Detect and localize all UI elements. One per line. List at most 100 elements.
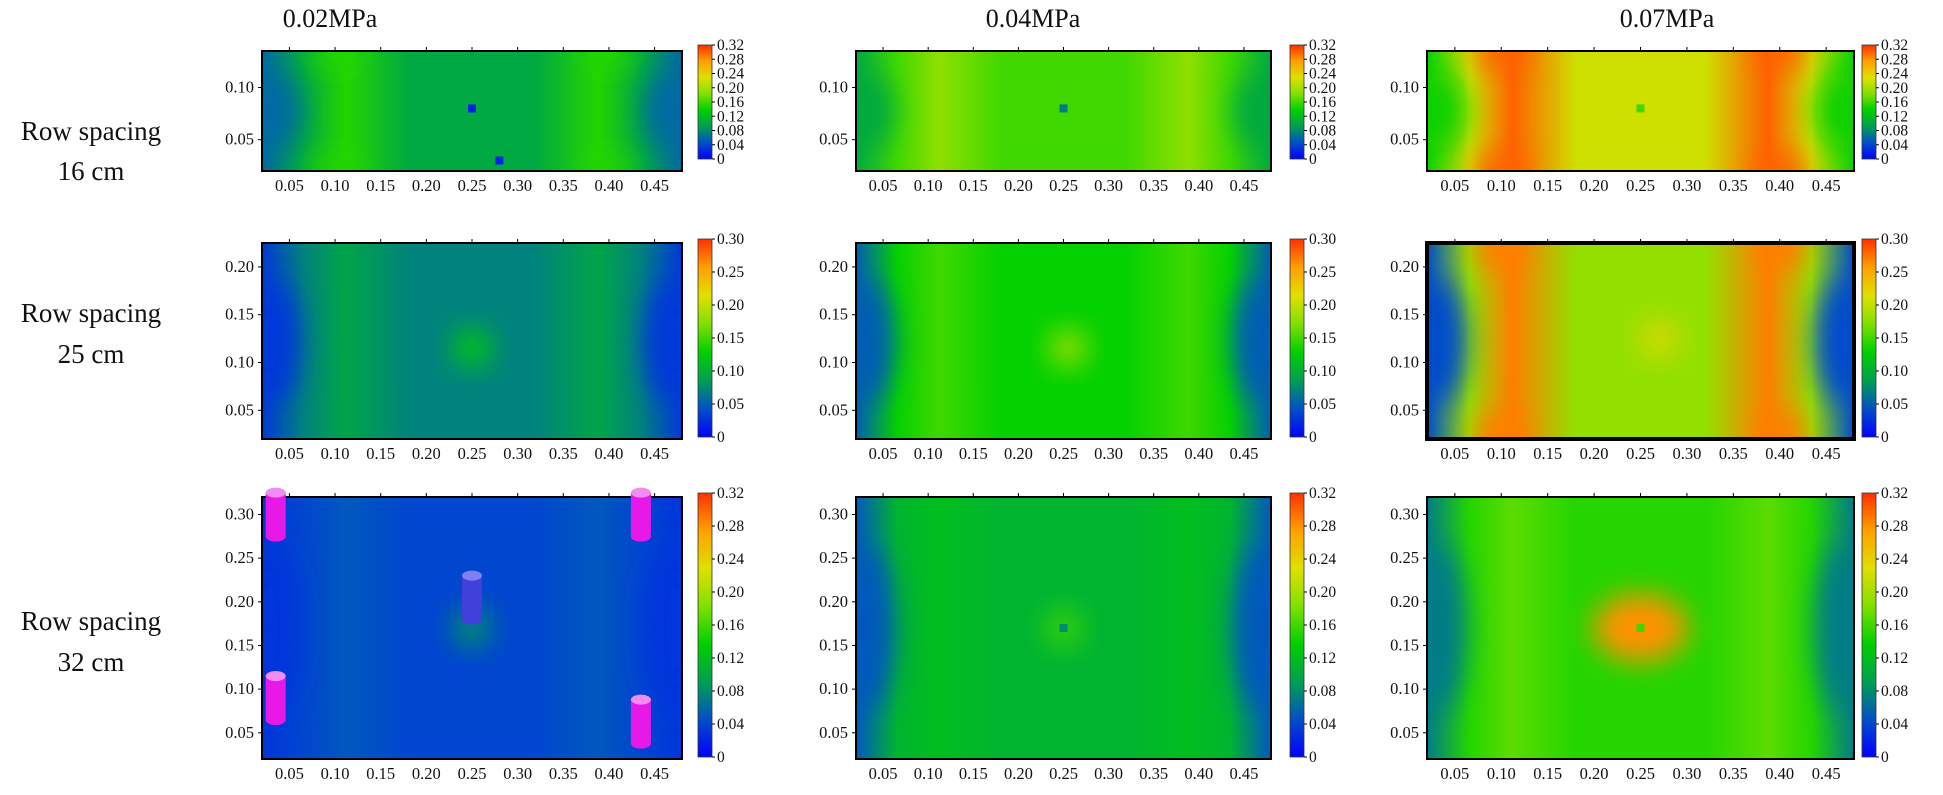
colorbar-tick-label: 0.16	[717, 617, 744, 634]
y-tick-label: 0.10	[1390, 353, 1419, 372]
heatmap-low-lobe	[856, 72, 894, 150]
colorbar-tick-label: 0.30	[1309, 231, 1336, 248]
heatmap-low-lobe	[1427, 544, 1465, 712]
y-tick-label: 0.10	[819, 78, 848, 97]
colorbar-tick-label: 0	[1309, 151, 1317, 168]
x-tick-label: 0.35	[1139, 764, 1168, 783]
x-tick-label: 0.45	[640, 444, 669, 463]
x-tick-label: 0.15	[1533, 764, 1562, 783]
cylinder-top	[265, 671, 286, 682]
colorbar	[1289, 492, 1305, 758]
cylinder-base	[265, 531, 286, 542]
x-tick-label: 0.40	[1765, 764, 1794, 783]
x-tick-label: 0.35	[1719, 176, 1748, 195]
colorbar-tick-label: 0.32	[1881, 37, 1908, 54]
heatmap-low-lobe	[644, 72, 682, 150]
x-tick-label: 0.40	[1765, 176, 1794, 195]
x-tick-label: 0.45	[1812, 444, 1841, 463]
y-tick-label: 0.30	[819, 504, 848, 523]
colorbar-tick-label: 0.16	[1881, 94, 1908, 111]
heatmap-panel: 0.05 0.10 0.15 0.20 0.25 0.30 0.35 0.40 0.45 0.05…	[819, 37, 1336, 195]
colorbar-tick-label: 0	[717, 429, 725, 446]
heatmap-peak-blob	[1475, 407, 1527, 439]
colorbar-tick-label: 0.04	[1309, 137, 1336, 154]
y-tick-label: 0.10	[225, 679, 254, 698]
heatmap-peak-blob	[1754, 51, 1806, 71]
cylinder-top	[630, 694, 651, 705]
y-tick-label: 0.10	[819, 679, 848, 698]
colorbar-tick-label: 0.24	[1881, 66, 1908, 83]
x-tick-label: 0.30	[503, 444, 532, 463]
colorbar	[1289, 44, 1305, 160]
colorbar-tick-label: 0.20	[1309, 297, 1336, 314]
heatmap-low-lobe	[1816, 544, 1854, 712]
cylinder-body	[630, 492, 651, 537]
heatmap-low-lobe	[1233, 278, 1271, 404]
column-title-0-07mpa: 0.07MPa	[1620, 4, 1715, 33]
cylinder-base	[265, 715, 286, 726]
colorbar-tick-label: 0.20	[717, 584, 744, 601]
cylinder-base	[630, 531, 651, 542]
x-tick-label: 0.10	[914, 444, 943, 463]
colorbar-tick-label: 0.16	[1309, 94, 1336, 111]
colorbar-tick-label: 0.20	[717, 80, 744, 97]
x-tick-label: 0.20	[412, 176, 441, 195]
colorbar-tick-label: 0.30	[717, 231, 744, 248]
heatmap-emitter-cell	[1636, 104, 1645, 113]
column-title-0-04mpa: 0.04MPa	[986, 4, 1081, 33]
x-tick-label: 0.35	[1719, 764, 1748, 783]
emitter-cylinder-center-icon	[462, 570, 482, 625]
colorbar-tick-label: 0.04	[1881, 137, 1908, 154]
heatmap-panel: 0.05 0.10 0.15 0.20 0.25 0.30 0.35 0.40 0.45 0.05…	[1390, 231, 1908, 463]
heatmap-panels: 0.05 0.10 0.15 0.20 0.25 0.30 0.35 0.40 0.45 0.05…	[225, 37, 1908, 783]
colorbar-tick-label: 0.25	[1881, 264, 1908, 281]
colorbar-tick-label: 0.20	[1309, 80, 1336, 97]
colorbar-tick-label: 0.32	[1881, 485, 1908, 502]
x-tick-label: 0.05	[869, 444, 898, 463]
heatmap-low-lobe	[1427, 278, 1465, 404]
heatmap-peak-blob	[1475, 151, 1527, 171]
heatmap-low-lobe	[644, 278, 682, 404]
x-tick-label: 0.45	[1229, 444, 1258, 463]
y-tick-label: 0.20	[819, 592, 848, 611]
colorbar-tick-label: 0	[1881, 151, 1889, 168]
x-tick-label: 0.05	[275, 764, 304, 783]
row-label-32cm-line1: Row spacing	[21, 606, 161, 636]
colorbar	[697, 44, 713, 160]
x-tick-label: 0.20	[412, 764, 441, 783]
y-tick-label: 0.30	[1390, 504, 1419, 523]
heatmap-peak-blob	[1754, 151, 1806, 171]
x-tick-label: 0.30	[1094, 176, 1123, 195]
x-tick-label: 0.20	[1580, 176, 1609, 195]
x-tick-label: 0.10	[914, 764, 943, 783]
x-tick-label: 0.15	[959, 176, 988, 195]
colorbar-tick-label: 0.15	[717, 330, 744, 347]
colorbar-tick-label: 0.28	[717, 518, 744, 535]
colorbar-tick-label: 0.04	[717, 716, 744, 733]
x-tick-label: 0.25	[1049, 176, 1078, 195]
y-tick-label: 0.10	[1390, 679, 1419, 698]
heatmap-low-lobe	[856, 544, 894, 712]
y-tick-label: 0.15	[225, 305, 254, 324]
colorbar-tick-label: 0.08	[717, 123, 744, 140]
x-tick-label: 0.30	[503, 764, 532, 783]
colorbar-tick-label: 0.20	[1309, 584, 1336, 601]
x-tick-label: 0.40	[595, 764, 624, 783]
colorbar-tick-label: 0.12	[717, 108, 744, 125]
heatmap-low-lobe	[262, 72, 300, 150]
x-tick-label: 0.15	[1533, 176, 1562, 195]
colorbar	[1861, 238, 1877, 438]
x-tick-label: 0.05	[1440, 176, 1469, 195]
row-label-16cm-line1: Row spacing	[21, 116, 161, 146]
heatmap-panel: 0.05 0.10 0.15 0.20 0.25 0.30 0.35 0.40 0.45 0.05…	[1390, 485, 1908, 783]
x-tick-label: 0.40	[595, 444, 624, 463]
x-tick-label: 0.25	[1626, 764, 1655, 783]
colorbar-tick-label: 0.16	[1309, 617, 1336, 634]
colorbar-tick-label: 0.15	[1881, 330, 1908, 347]
x-tick-label: 0.20	[1004, 444, 1033, 463]
x-tick-label: 0.30	[1094, 444, 1123, 463]
x-tick-label: 0.25	[1049, 444, 1078, 463]
colorbar	[1861, 492, 1877, 758]
cylinder-top	[630, 487, 651, 498]
y-tick-label: 0.25	[1390, 548, 1419, 567]
